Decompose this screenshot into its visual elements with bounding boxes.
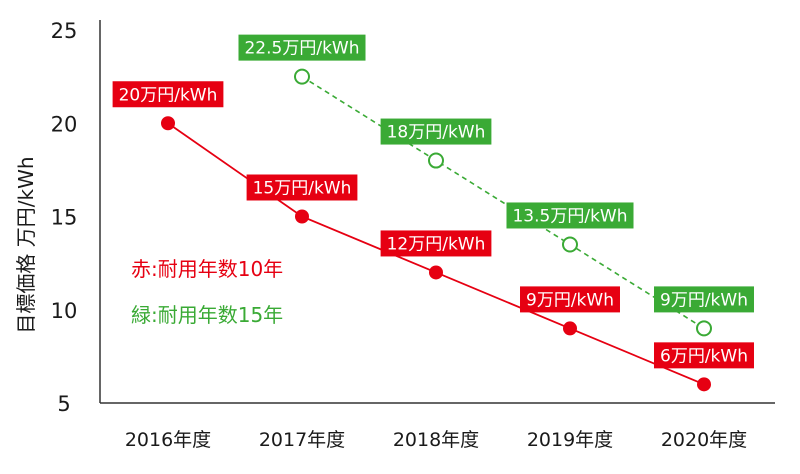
data-label-text: 12万円/kWh bbox=[387, 234, 486, 254]
data-label: 18万円/kWh bbox=[380, 118, 492, 145]
data-label-box bbox=[654, 286, 754, 313]
data-label-text: 9万円/kWh bbox=[526, 290, 614, 310]
data-label-text: 20万円/kWh bbox=[119, 85, 218, 105]
data-label: 15万円/kWh bbox=[246, 174, 358, 201]
series-line-1 bbox=[301, 75, 705, 330]
data-label: 6万円/kWh bbox=[654, 342, 754, 369]
data-point bbox=[429, 265, 443, 280]
data-point bbox=[563, 321, 577, 336]
y-tick-label: 5 bbox=[57, 392, 70, 416]
data-label: 13.5万円/kWh bbox=[506, 202, 634, 229]
data-point bbox=[161, 116, 175, 131]
y-tick-label: 20 bbox=[51, 112, 78, 136]
data-label-box bbox=[380, 118, 492, 145]
x-tick-label: 2019年度 bbox=[527, 429, 613, 451]
x-tick-label: 2020年度 bbox=[661, 429, 747, 451]
data-point bbox=[697, 377, 711, 392]
x-tick-label: 2017年度 bbox=[259, 429, 345, 451]
data-label-text: 6万円/kWh bbox=[660, 346, 748, 366]
data-label-text: 9万円/kWh bbox=[660, 290, 748, 310]
data-label-text: 18万円/kWh bbox=[387, 123, 486, 143]
data-label-box bbox=[246, 174, 358, 201]
x-tick-label: 2018年度 bbox=[393, 429, 479, 451]
data-point bbox=[294, 68, 310, 85]
y-axis-label: 目標価格 万円/kWh bbox=[14, 156, 38, 333]
y-tick-label: 10 bbox=[51, 299, 78, 323]
data-label: 12万円/kWh bbox=[380, 230, 492, 257]
data-label-box bbox=[238, 34, 366, 61]
data-label: 20万円/kWh bbox=[112, 81, 224, 108]
data-label-box bbox=[654, 342, 754, 369]
data-label-box bbox=[520, 286, 620, 313]
data-label-text: 22.5万円/kWh bbox=[244, 39, 359, 59]
data-label: 9万円/kWh bbox=[654, 286, 754, 313]
data-label: 22.5万円/kWh bbox=[238, 34, 366, 61]
data-point bbox=[295, 209, 309, 224]
data-label: 9万円/kWh bbox=[520, 286, 620, 313]
legend-entry: 緑:耐用年数15年 bbox=[131, 303, 283, 327]
data-label-text: 13.5万円/kWh bbox=[512, 206, 627, 226]
y-tick-label: 15 bbox=[51, 206, 78, 230]
x-tick-label: 2016年度 bbox=[125, 429, 211, 451]
data-label-box bbox=[380, 230, 492, 257]
legend-entry: 赤:耐用年数10年 bbox=[131, 257, 283, 281]
data-label-box bbox=[506, 202, 634, 229]
data-point bbox=[562, 236, 578, 253]
data-label-text: 15万円/kWh bbox=[253, 179, 352, 199]
data-point bbox=[696, 320, 712, 337]
data-label-box bbox=[112, 81, 224, 108]
data-point bbox=[428, 152, 444, 169]
y-tick-label: 25 bbox=[51, 19, 78, 43]
